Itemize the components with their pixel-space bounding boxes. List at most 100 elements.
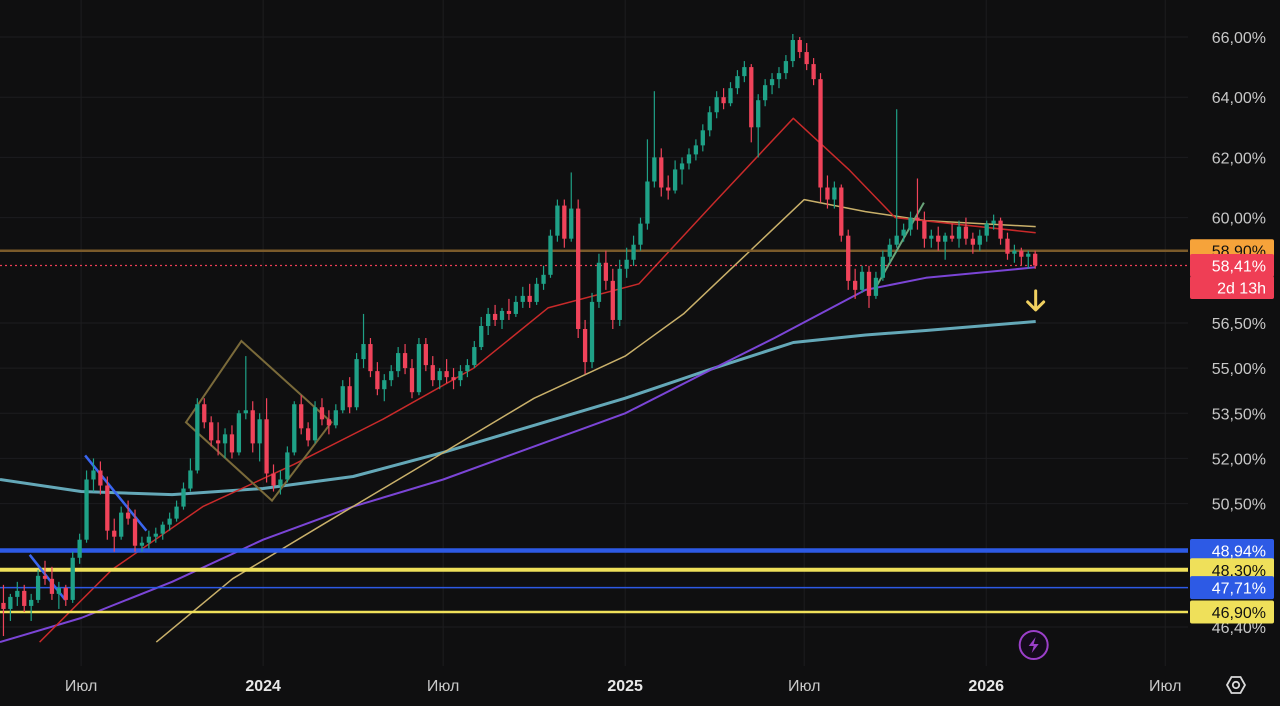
candle[interactable] xyxy=(853,268,858,299)
candle[interactable] xyxy=(430,356,435,387)
candle[interactable] xyxy=(125,500,131,525)
candle[interactable] xyxy=(1005,232,1010,260)
candle[interactable] xyxy=(576,199,581,339)
candle[interactable] xyxy=(728,82,733,107)
candle[interactable] xyxy=(596,253,602,308)
candle[interactable] xyxy=(513,295,519,317)
candle[interactable] xyxy=(319,398,325,426)
candle[interactable] xyxy=(659,148,664,197)
candle[interactable] xyxy=(797,37,802,59)
candle[interactable] xyxy=(908,211,913,236)
candle[interactable] xyxy=(666,175,671,200)
candle[interactable] xyxy=(409,359,415,399)
candle[interactable] xyxy=(832,181,837,209)
candle[interactable] xyxy=(977,229,982,251)
candle[interactable] xyxy=(451,368,456,390)
candle[interactable] xyxy=(389,365,394,387)
candle[interactable] xyxy=(222,428,228,459)
candle[interactable] xyxy=(416,338,422,396)
candle[interactable] xyxy=(873,271,879,299)
candle[interactable] xyxy=(866,265,872,308)
candle[interactable] xyxy=(762,79,768,107)
candle[interactable] xyxy=(894,109,899,248)
candle[interactable] xyxy=(98,461,103,495)
candle[interactable] xyxy=(333,404,338,429)
candle[interactable] xyxy=(264,398,269,483)
candle[interactable] xyxy=(991,214,996,230)
candle[interactable] xyxy=(624,247,629,278)
candle[interactable] xyxy=(35,569,41,603)
candle[interactable] xyxy=(91,458,96,492)
candle[interactable] xyxy=(610,268,615,329)
candle[interactable] xyxy=(167,512,172,531)
candle[interactable] xyxy=(42,560,48,585)
candle[interactable] xyxy=(375,362,380,396)
candle[interactable] xyxy=(472,341,477,369)
candle[interactable] xyxy=(8,593,13,621)
candle[interactable] xyxy=(534,277,539,305)
candle[interactable] xyxy=(312,401,318,444)
candle[interactable] xyxy=(721,88,726,110)
candle[interactable] xyxy=(693,139,699,161)
candle[interactable] xyxy=(742,61,747,83)
candle[interactable] xyxy=(956,220,962,248)
candle[interactable] xyxy=(202,398,207,429)
candle[interactable] xyxy=(492,304,498,326)
candle[interactable] xyxy=(652,91,657,188)
candle[interactable] xyxy=(555,199,560,242)
candle[interactable] xyxy=(402,344,408,375)
candle[interactable] xyxy=(257,413,262,462)
candle[interactable] xyxy=(818,73,823,203)
candle[interactable] xyxy=(707,106,712,137)
candle[interactable] xyxy=(1019,247,1024,266)
candle[interactable] xyxy=(229,425,235,459)
candle[interactable] xyxy=(105,476,110,540)
chart-settings-button[interactable] xyxy=(1225,676,1247,694)
candle[interactable] xyxy=(776,67,782,89)
candle[interactable] xyxy=(915,178,920,230)
candle[interactable] xyxy=(541,265,546,290)
candle[interactable] xyxy=(963,217,969,245)
candle[interactable] xyxy=(243,356,248,420)
candle[interactable] xyxy=(520,286,525,308)
candle[interactable] xyxy=(250,401,255,453)
candle[interactable] xyxy=(790,33,795,68)
candle[interactable] xyxy=(527,283,532,308)
candle[interactable] xyxy=(714,91,719,119)
candle[interactable] xyxy=(506,298,512,320)
candle[interactable] xyxy=(215,422,221,456)
candle[interactable] xyxy=(617,259,622,326)
candle[interactable] xyxy=(84,470,89,543)
candle[interactable] xyxy=(271,464,276,492)
candle[interactable] xyxy=(645,139,650,230)
candle[interactable] xyxy=(949,223,955,242)
candle[interactable] xyxy=(499,307,505,329)
candle[interactable] xyxy=(1012,244,1017,263)
candle[interactable] xyxy=(395,347,401,378)
candle[interactable] xyxy=(582,319,588,375)
candle[interactable] xyxy=(63,584,68,606)
candle[interactable] xyxy=(672,160,678,194)
candle[interactable] xyxy=(29,593,34,621)
candle[interactable] xyxy=(444,359,449,384)
candle[interactable] xyxy=(1033,250,1038,269)
candle[interactable] xyxy=(901,223,906,242)
candle[interactable] xyxy=(458,365,463,387)
candle[interactable] xyxy=(361,313,366,369)
trend-line-drawing[interactable] xyxy=(84,454,148,532)
candle[interactable] xyxy=(679,157,685,185)
candle[interactable] xyxy=(998,217,1003,245)
candle[interactable] xyxy=(188,458,193,492)
candle[interactable] xyxy=(112,518,117,552)
candle[interactable] xyxy=(77,533,82,564)
candle[interactable] xyxy=(305,422,311,447)
candle[interactable] xyxy=(15,581,20,606)
candle[interactable] xyxy=(465,359,470,378)
candle[interactable] xyxy=(146,530,152,549)
candle[interactable] xyxy=(735,70,740,95)
candle[interactable] xyxy=(686,148,692,170)
candle[interactable] xyxy=(132,509,138,552)
candle[interactable] xyxy=(354,353,359,411)
